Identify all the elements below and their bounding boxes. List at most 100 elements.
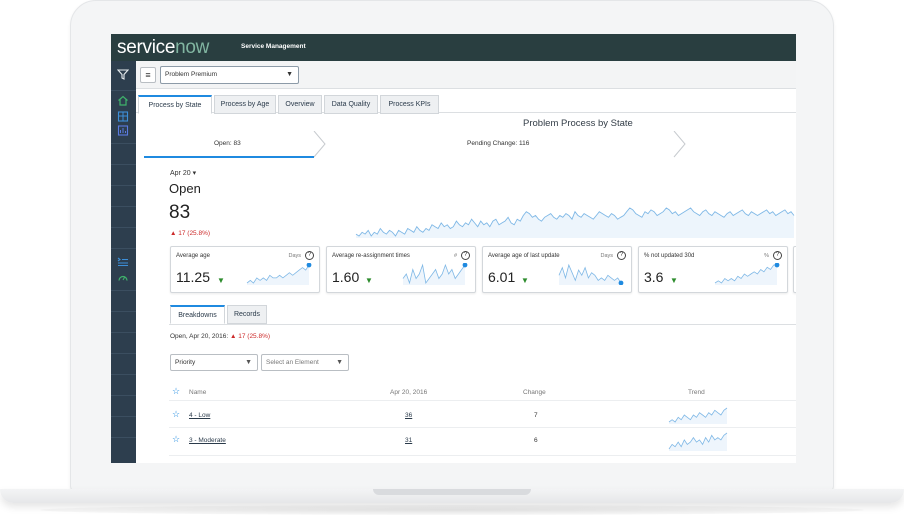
help-icon[interactable]: ? — [305, 251, 314, 260]
nav-divider — [111, 395, 136, 396]
dashboard-select-value: Problem Premium — [165, 71, 218, 78]
trend-line — [402, 263, 466, 285]
dashboard-select[interactable]: Problem Premium ▼ — [160, 66, 299, 84]
home-icon[interactable] — [117, 95, 129, 106]
trend-line — [714, 264, 777, 284]
state-pending-change[interactable]: Pending Change: 116 — [467, 140, 530, 147]
report-icon[interactable] — [117, 125, 129, 136]
servicenow-logo[interactable]: servicenow — [117, 37, 209, 59]
kpi-sparkline — [714, 263, 780, 285]
kpi-value: 3.6 — [644, 269, 664, 285]
row-value-link[interactable]: 31 — [405, 437, 413, 444]
row-change: 7 — [534, 412, 538, 419]
decrease-arrow-icon: ▼ — [521, 276, 529, 285]
kpi-value: 6.01 — [488, 269, 516, 285]
row-value-link[interactable]: 36 — [405, 412, 413, 419]
hamburger-menu-button[interactable]: ≡ — [140, 67, 156, 83]
row-name-link[interactable]: 3 - Moderate — [189, 437, 226, 444]
trend-line — [668, 407, 728, 423]
kpi-card-average-age[interactable]: Average age Days ? 11.25 ▼ — [170, 246, 320, 293]
kpi-card-not-updated[interactable]: % not updated 30d % ? 3.6 ▼ — [638, 246, 788, 293]
nav-divider — [111, 164, 136, 165]
section-title: Problem Process by State — [523, 118, 633, 129]
app-name: Service Management — [241, 43, 306, 50]
kpi-card-partial[interactable] — [793, 246, 796, 293]
column-header-name[interactable]: Name — [189, 389, 207, 396]
nav-divider — [111, 437, 136, 438]
decrease-arrow-icon: ▼ — [365, 276, 373, 285]
tab-process-by-age[interactable]: Process by Age — [214, 95, 276, 114]
kpi-value: 1.60 — [332, 269, 360, 285]
app-screen: servicenow Service Management — [111, 34, 796, 463]
caret-down-icon: ▾ — [192, 170, 197, 177]
kpi-unit: Days — [288, 253, 301, 259]
favorite-star-icon[interactable]: ☆ — [172, 434, 181, 444]
row-name-link[interactable]: 4 - Low — [189, 412, 211, 419]
tab-breakdowns[interactable]: Breakdowns — [170, 305, 225, 324]
help-icon[interactable]: ? — [617, 251, 626, 260]
trend-current-point — [774, 263, 780, 268]
logo-main-text: service — [117, 37, 176, 58]
element-select[interactable]: Select an Element ▼ — [261, 354, 349, 371]
nav-divider — [111, 143, 136, 144]
kpi-value: 11.25 — [176, 269, 210, 285]
dashboard-icon[interactable] — [117, 111, 129, 122]
breakdown-info-prefix: Open, Apr 20, 2016: — [170, 333, 229, 340]
kpi-title: % not updated 30d — [644, 253, 695, 259]
logo-accent-text: now — [175, 37, 210, 58]
trend-current-point — [618, 280, 624, 285]
nav-divider — [111, 227, 136, 228]
breakdown-info-delta: ▲ 17 (25.8%) — [230, 333, 271, 340]
row-divider — [169, 427, 796, 428]
nav-divider — [111, 332, 136, 333]
row-trend-sparkline — [668, 407, 728, 424]
main-trend-chart — [355, 207, 795, 238]
decrease-arrow-icon: ▼ — [670, 276, 678, 285]
breakdown-info: Open, Apr 20, 2016: ▲ 17 (25.8%) — [170, 333, 270, 340]
help-icon[interactable]: ? — [461, 251, 470, 260]
trend-current-point — [462, 263, 468, 268]
kpi-sparkline — [246, 263, 312, 285]
state-bar: Open: 83 Pending Change: 116 — [144, 131, 796, 158]
state-bar-chevrons — [313, 131, 686, 158]
favorite-all-star-icon[interactable]: ☆ — [172, 386, 181, 396]
trend-area — [669, 408, 727, 424]
tab-process-by-state[interactable]: Process by State — [138, 95, 212, 114]
favorite-star-icon[interactable]: ☆ — [172, 409, 181, 419]
trend-area — [247, 265, 309, 285]
trend-area — [715, 265, 777, 285]
laptop-notch — [373, 489, 531, 495]
laptop-base — [0, 489, 904, 503]
caret-down-icon: ▼ — [336, 359, 343, 366]
column-header-change[interactable]: Change — [523, 389, 546, 396]
kpi-title: Average age — [176, 253, 210, 259]
trend-line — [558, 263, 622, 284]
trend-current-point — [306, 263, 312, 268]
state-open[interactable]: Open: 83 — [214, 140, 241, 147]
caret-down-icon: ▼ — [286, 71, 293, 78]
left-nav — [111, 61, 136, 463]
tab-records[interactable]: Records — [227, 305, 267, 324]
kpi-card-last-update[interactable]: Average age of last update Days ? 6.01 ▼ — [482, 246, 632, 293]
kpi-unit: Days — [600, 253, 613, 259]
column-header-date[interactable]: Apr 20, 2016 — [390, 389, 428, 396]
list-icon[interactable] — [117, 256, 129, 267]
tab-overview[interactable]: Overview — [278, 95, 322, 114]
column-header-trend: Trend — [688, 389, 705, 396]
kpi-card-reassignment[interactable]: Average re-assignment times # ? 1.60 ▼ — [326, 246, 476, 293]
caret-down-icon: ▼ — [245, 359, 252, 366]
trend-area — [669, 433, 727, 451]
state-name: Open — [169, 181, 201, 196]
date-selector[interactable]: Apr 20 ▾ — [170, 169, 196, 177]
nav-divider — [111, 416, 136, 417]
trend-area — [356, 208, 794, 238]
tab-data-quality[interactable]: Data Quality — [324, 95, 378, 114]
nav-divider — [111, 353, 136, 354]
dashboard-toolbar: ≡ Problem Premium ▼ — [136, 61, 796, 89]
help-icon[interactable]: ? — [773, 251, 782, 260]
breakdown-select[interactable]: Priority ▼ — [170, 354, 258, 371]
filter-icon[interactable] — [116, 69, 130, 80]
decrease-arrow-icon: ▼ — [217, 276, 225, 285]
tab-process-kpis[interactable]: Process KPIs — [380, 95, 439, 114]
gauge-icon[interactable] — [117, 272, 129, 283]
